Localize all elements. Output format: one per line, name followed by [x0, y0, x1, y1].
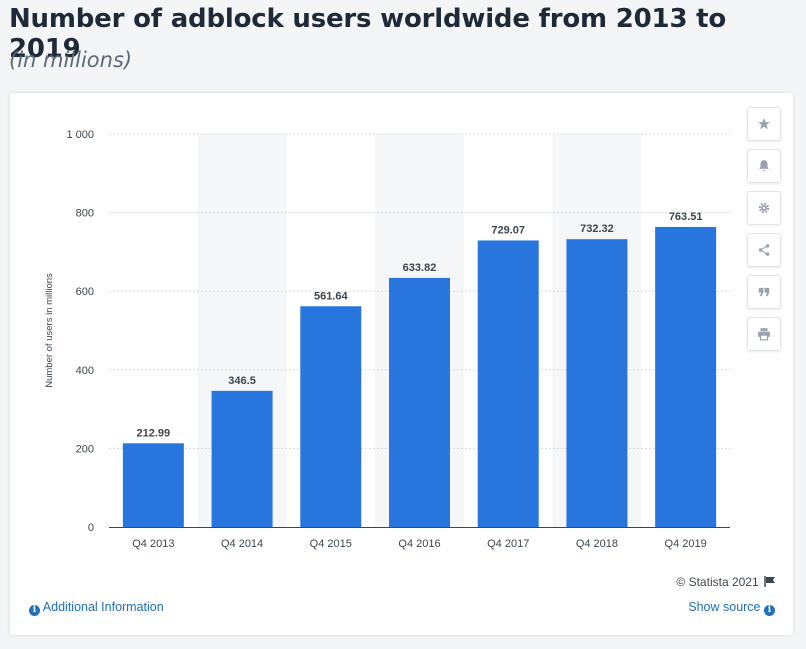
x-tick-label: Q4 2017 — [487, 538, 529, 550]
bar-chart: 0 200 400 600 800 1 000 Number of users in mil… — [44, 129, 730, 550]
flag-icon[interactable] — [764, 576, 777, 587]
copyright-text: © Statista 2021 — [676, 575, 759, 589]
favorite-button[interactable] — [747, 107, 781, 141]
show-source-link[interactable]: Show source i — [688, 600, 775, 616]
quote-icon — [758, 287, 770, 297]
info-icon: i — [29, 605, 40, 616]
info-icon: i — [764, 605, 775, 616]
y-tick-label: 1 000 — [66, 129, 94, 141]
additional-information-link[interactable]: i Additional Information — [29, 600, 164, 616]
y-tick-label: 600 — [76, 286, 94, 298]
data-label: 561.64 — [314, 290, 349, 302]
notification-button[interactable] — [747, 149, 781, 183]
bell-icon — [759, 160, 769, 172]
print-icon — [758, 328, 770, 341]
y-tick-label: 0 — [88, 522, 94, 534]
copyright-notice: © Statista 2021 — [676, 575, 777, 589]
print-button[interactable] — [747, 317, 781, 351]
additional-information-label: Additional Information — [42, 600, 164, 614]
settings-button[interactable] — [747, 191, 781, 225]
chart-card: 0 200 400 600 800 1 000 Number of users in mil… — [10, 93, 793, 635]
x-tick-label: Q4 2013 — [132, 538, 174, 550]
x-tick-label: Q4 2014 — [221, 538, 263, 550]
data-label: 212.99 — [137, 427, 171, 439]
x-tick-label: Q4 2016 — [398, 538, 440, 550]
cite-button[interactable] — [747, 275, 781, 309]
y-axis-label: Number of users in millions — [44, 273, 55, 388]
data-label: 729.07 — [491, 224, 525, 236]
x-tick-label: Q4 2018 — [576, 538, 618, 550]
data-label: 732.32 — [580, 223, 614, 235]
show-source-label: Show source — [688, 600, 761, 614]
y-tick-label: 200 — [76, 443, 94, 455]
data-label: 633.82 — [403, 262, 437, 274]
bar — [300, 306, 362, 527]
bar — [122, 443, 184, 527]
y-tick-label: 400 — [76, 365, 94, 377]
x-tick-label: Q4 2015 — [310, 538, 352, 550]
y-tick-label: 800 — [76, 208, 94, 220]
data-label: 763.51 — [669, 211, 703, 223]
bar — [389, 277, 450, 527]
share-icon — [758, 244, 770, 256]
page-subtitle: (in millions) — [9, 48, 133, 72]
bar — [655, 226, 717, 528]
x-tick-label: Q4 2019 — [665, 538, 707, 550]
bar — [566, 239, 628, 527]
star-icon — [758, 118, 770, 130]
data-label: 346.5 — [228, 375, 256, 387]
bar — [211, 390, 273, 527]
share-button[interactable] — [747, 233, 781, 267]
gear-icon — [758, 202, 770, 214]
page-title: Number of adblock users worldwide from 2… — [9, 4, 727, 64]
bar — [477, 240, 539, 527]
